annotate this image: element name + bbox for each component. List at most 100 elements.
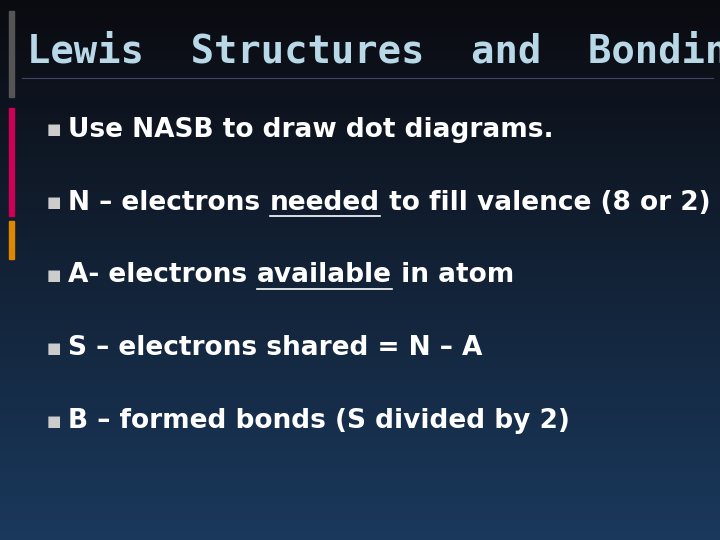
Bar bbox=[0, 49, 720, 50]
Text: ■: ■ bbox=[47, 341, 61, 356]
Bar bbox=[0, 238, 720, 239]
Bar bbox=[0, 266, 720, 268]
Bar bbox=[0, 430, 720, 432]
Bar bbox=[0, 308, 720, 309]
Text: available: available bbox=[256, 262, 392, 288]
Bar bbox=[0, 0, 720, 2]
Bar bbox=[0, 115, 720, 117]
Bar bbox=[0, 443, 720, 444]
Bar bbox=[0, 538, 720, 540]
Bar bbox=[0, 333, 720, 335]
Bar bbox=[0, 166, 720, 167]
Bar bbox=[0, 524, 720, 525]
Bar bbox=[0, 297, 720, 299]
Bar bbox=[0, 356, 720, 358]
Text: N – electrons: N – electrons bbox=[68, 190, 270, 215]
Bar bbox=[0, 200, 720, 201]
Bar bbox=[0, 18, 720, 20]
Bar bbox=[0, 312, 720, 313]
Bar bbox=[0, 241, 720, 243]
Bar bbox=[0, 371, 720, 373]
Bar bbox=[0, 416, 720, 417]
Bar bbox=[0, 83, 720, 85]
Bar bbox=[0, 432, 720, 434]
Bar bbox=[0, 177, 720, 178]
Bar bbox=[0, 336, 720, 339]
Bar bbox=[0, 76, 720, 77]
Text: S – electrons shared = N – A: S – electrons shared = N – A bbox=[68, 335, 483, 361]
Bar bbox=[0, 515, 720, 517]
Bar bbox=[0, 313, 720, 315]
Bar bbox=[0, 261, 720, 263]
Bar bbox=[0, 302, 720, 304]
Bar bbox=[0, 4, 720, 5]
Bar bbox=[0, 455, 720, 457]
Bar bbox=[0, 474, 720, 475]
Bar bbox=[0, 169, 720, 171]
Bar bbox=[0, 326, 720, 328]
Bar bbox=[0, 520, 720, 522]
Bar bbox=[0, 380, 720, 382]
Bar bbox=[0, 99, 720, 101]
Bar bbox=[0, 255, 720, 258]
Bar bbox=[0, 409, 720, 410]
Bar bbox=[0, 525, 720, 528]
Bar bbox=[0, 42, 720, 43]
Bar bbox=[0, 254, 720, 255]
Bar bbox=[0, 120, 720, 123]
Bar bbox=[0, 185, 720, 187]
Bar bbox=[0, 281, 720, 282]
Bar bbox=[0, 344, 720, 346]
Bar bbox=[0, 32, 720, 34]
Bar bbox=[0, 25, 720, 27]
Bar bbox=[0, 274, 720, 275]
Bar bbox=[0, 277, 720, 279]
Bar bbox=[0, 349, 720, 351]
Bar bbox=[0, 193, 720, 194]
Bar bbox=[0, 347, 720, 349]
Bar bbox=[0, 315, 720, 317]
Bar bbox=[0, 258, 720, 259]
Bar bbox=[0, 191, 720, 193]
Bar bbox=[0, 367, 720, 369]
Text: ■: ■ bbox=[47, 195, 61, 210]
Bar bbox=[0, 160, 720, 162]
Bar bbox=[0, 346, 720, 347]
Bar bbox=[0, 517, 720, 518]
Bar bbox=[0, 366, 720, 367]
Bar bbox=[0, 104, 720, 106]
Bar bbox=[0, 184, 720, 185]
Bar bbox=[0, 479, 720, 481]
Bar bbox=[0, 247, 720, 248]
Bar bbox=[0, 425, 720, 427]
Bar bbox=[0, 157, 720, 158]
Bar bbox=[0, 15, 720, 16]
Bar bbox=[0, 389, 720, 390]
Bar bbox=[0, 390, 720, 393]
Bar bbox=[0, 417, 720, 420]
Bar bbox=[0, 86, 720, 88]
Bar bbox=[0, 268, 720, 270]
Bar bbox=[0, 376, 720, 378]
Bar bbox=[0, 322, 720, 324]
Bar bbox=[0, 396, 720, 398]
Bar bbox=[0, 137, 720, 139]
Text: needed: needed bbox=[270, 190, 379, 215]
Bar bbox=[0, 66, 720, 69]
Bar bbox=[0, 85, 720, 86]
Bar bbox=[0, 12, 720, 15]
Bar bbox=[0, 88, 720, 90]
Bar bbox=[0, 216, 720, 218]
Bar bbox=[0, 466, 720, 468]
Bar bbox=[0, 471, 720, 474]
Bar bbox=[9, 108, 14, 216]
Bar bbox=[0, 488, 720, 490]
Bar bbox=[0, 317, 720, 319]
Bar bbox=[0, 536, 720, 538]
Bar bbox=[0, 59, 720, 61]
Bar bbox=[0, 211, 720, 212]
Bar bbox=[0, 383, 720, 385]
Bar bbox=[0, 54, 720, 56]
Bar bbox=[0, 398, 720, 400]
Bar bbox=[0, 353, 720, 355]
